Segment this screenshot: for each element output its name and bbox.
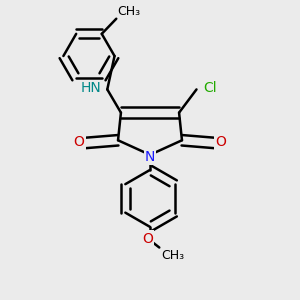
Text: CH₃: CH₃: [117, 5, 141, 18]
Text: N: N: [145, 150, 155, 164]
Text: CH₃: CH₃: [161, 249, 184, 262]
Text: O: O: [142, 232, 153, 245]
Text: O: O: [215, 135, 226, 149]
Text: HN: HN: [80, 81, 101, 95]
Text: O: O: [74, 135, 85, 149]
Text: Cl: Cl: [203, 81, 217, 95]
